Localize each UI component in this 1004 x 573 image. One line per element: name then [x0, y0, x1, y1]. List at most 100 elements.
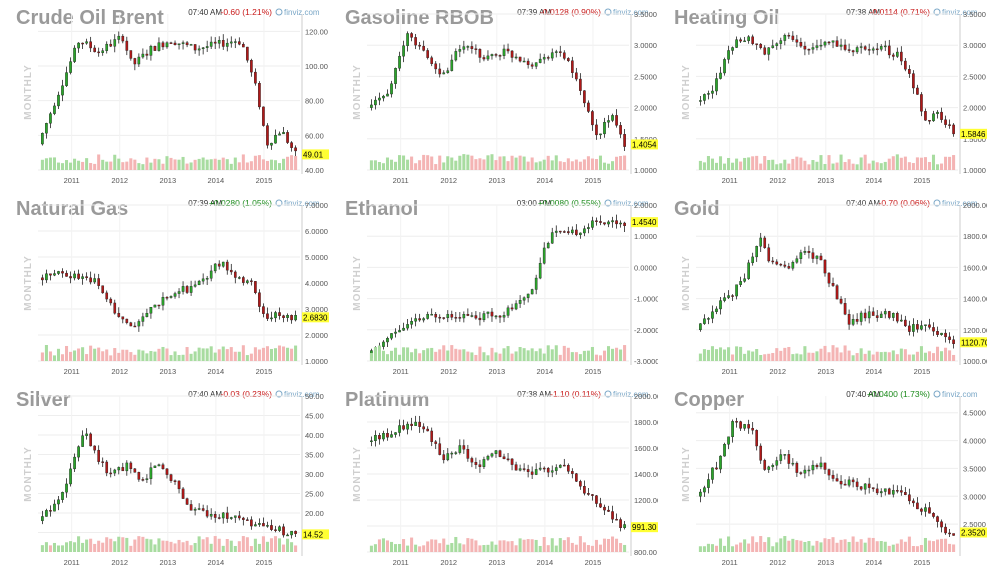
volume-bar — [478, 346, 482, 361]
candle-body — [442, 72, 446, 75]
volume-bar — [498, 353, 502, 361]
volume-bar — [783, 159, 787, 170]
y-tick-label: 35.00 — [305, 451, 324, 460]
volume-bar — [911, 354, 915, 361]
last-price-tag — [960, 527, 987, 538]
chart-panel-heating-oil[interactable]: Heating Oil 07:38 AM -0.0114 (0.71%) finviz… — [658, 0, 987, 190]
candle-body — [747, 36, 750, 42]
candle-body — [61, 85, 64, 96]
candle-body — [378, 435, 381, 440]
volume-bar — [698, 353, 702, 361]
candle-body — [863, 312, 867, 319]
chart-panel-copper[interactable]: Copper 07:40 AM +0.0400 (1.73%) finviz.com M… — [658, 382, 987, 572]
chart-panel-gold[interactable]: Gold 07:40 AM -0.70 (0.06%) finviz.com MONTH… — [658, 191, 987, 381]
volume-bar — [522, 156, 526, 170]
candle-body — [474, 461, 478, 465]
volume-bar — [265, 541, 269, 552]
volume-bar — [113, 154, 117, 170]
volume-bar — [482, 545, 486, 552]
volume-bar — [73, 542, 77, 552]
last-price-tag — [302, 312, 329, 323]
candle-body — [948, 336, 951, 340]
candle-body — [45, 273, 48, 281]
candle-body — [859, 312, 863, 322]
candle-body — [514, 464, 518, 471]
volume-bar — [157, 538, 161, 552]
volume-bar — [185, 540, 189, 552]
volume-bar — [393, 161, 398, 170]
candle-body — [719, 300, 722, 310]
volume-bar — [225, 159, 229, 170]
volume-bar — [795, 353, 799, 361]
chart-panel-gasoline-rbob[interactable]: Gasoline RBOB 07:39 AM -0.0128 (0.90%) finv… — [329, 0, 658, 190]
y-tick-label: 3.5000 — [634, 10, 657, 19]
volume-bar — [414, 163, 418, 170]
candle-body — [795, 258, 799, 263]
candle-body — [137, 56, 141, 65]
period-label: MONTHLY — [23, 446, 34, 502]
chart-panel-ethanol[interactable]: Ethanol 03:00 PM +0.0080 (0.55%) finviz.com… — [329, 191, 658, 381]
candle-body — [522, 468, 526, 470]
candle-body — [494, 54, 498, 56]
candle-body — [900, 319, 903, 322]
candle-body — [615, 220, 618, 225]
candle-body — [242, 277, 245, 283]
candle-body — [478, 464, 482, 467]
candle-body — [831, 40, 835, 43]
period-label: MONTHLY — [352, 64, 363, 120]
volume-bar — [871, 537, 875, 552]
volume-bar — [863, 154, 867, 170]
volume-bar — [574, 544, 578, 552]
volume-bar — [779, 350, 783, 361]
volume-bar — [430, 156, 434, 170]
candle-body — [430, 314, 434, 316]
candle-body — [699, 100, 702, 102]
candle-body — [242, 517, 245, 520]
volume-bar — [835, 542, 839, 552]
candle-body — [97, 278, 100, 286]
volume-bar — [385, 157, 390, 170]
candle-body — [607, 120, 610, 123]
volume-bar — [550, 349, 554, 361]
volume-bar — [747, 543, 751, 552]
source-label: finviz.com — [942, 199, 978, 208]
candle-body — [827, 272, 831, 284]
volume-bar — [101, 159, 105, 170]
candle-body — [105, 292, 109, 300]
chart-panel-crude-oil-brent[interactable]: Crude Oil Brent 07:40 AM -0.60 (1.21%) finv… — [0, 0, 329, 190]
candle-body — [944, 119, 947, 125]
chart-panel-natural-gas[interactable]: Natural Gas 07:39 AM +0.0280 (1.05%) finviz… — [0, 191, 329, 381]
volume-bar — [173, 351, 177, 361]
candle-body — [454, 51, 458, 61]
volume-bar — [418, 160, 422, 170]
chart-panel-silver[interactable]: Silver 07:40 AM -0.03 (0.23%) finviz.com MON… — [0, 382, 329, 572]
candle-body — [65, 483, 68, 493]
volume-bar — [213, 536, 217, 552]
candle-body — [125, 40, 129, 51]
candle-body — [883, 488, 887, 492]
volume-bar — [803, 160, 807, 170]
volume-bar — [831, 537, 835, 552]
volume-bar — [233, 351, 237, 361]
chart-panel-platinum[interactable]: Platinum 07:38 AM -1.10 (0.11%) finviz.com M… — [329, 382, 658, 572]
volume-bar — [594, 539, 598, 552]
candle-body — [49, 510, 52, 512]
candle-body — [811, 252, 815, 259]
candle-body — [53, 273, 56, 276]
volume-bar — [811, 545, 815, 552]
candle-body — [73, 47, 76, 62]
candle-body — [819, 462, 823, 468]
candle-body — [546, 467, 550, 473]
volume-bar — [233, 545, 237, 552]
candle-body — [462, 445, 466, 450]
volume-bar — [177, 159, 181, 170]
candle-body — [85, 41, 88, 44]
volume-bar — [915, 546, 919, 552]
candle-body — [482, 313, 486, 321]
candle-body — [85, 276, 88, 279]
candle-body — [129, 462, 133, 470]
last-price-value: 2.6830 — [303, 313, 328, 322]
volume-bar — [739, 346, 743, 361]
volume-bar — [819, 155, 823, 170]
last-price-value: 1.5846 — [961, 130, 986, 139]
